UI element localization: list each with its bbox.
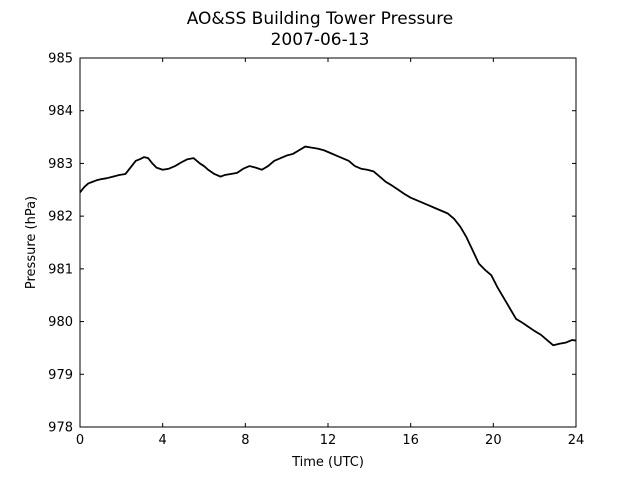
y-tick-label: 982: [48, 210, 73, 225]
x-tick-label: 24: [568, 433, 585, 448]
plot-frame: [79, 57, 577, 428]
x-tick-label: 4: [159, 433, 167, 448]
y-tick-label: 985: [48, 52, 73, 67]
y-tick-label: 983: [48, 157, 73, 172]
x-tick-label: 16: [402, 433, 419, 448]
x-tick-label: 20: [485, 433, 502, 448]
y-axis-label: Pressure (hPa): [24, 196, 39, 289]
chart-subtitle: 2007-06-13: [271, 30, 370, 50]
x-tick-label: 0: [76, 433, 84, 448]
pressure-series-line: [79, 145, 577, 347]
y-tick-label: 984: [48, 104, 73, 119]
y-tick-label: 981: [48, 262, 73, 277]
x-tick-label: 12: [320, 433, 337, 448]
x-tick-label: 8: [241, 433, 249, 448]
y-tick-label: 978: [48, 421, 73, 436]
series-layer: [79, 145, 577, 347]
y-tick-label: 980: [48, 315, 73, 330]
chart-title: AO&SS Building Tower Pressure: [187, 9, 454, 29]
y-tick-label: 979: [48, 368, 73, 383]
x-axis-label: Time (UTC): [291, 455, 364, 470]
axis-ticks: 0 4 8 12 16 20 24 978 979 980 981 982 983 984 985: [48, 52, 584, 449]
